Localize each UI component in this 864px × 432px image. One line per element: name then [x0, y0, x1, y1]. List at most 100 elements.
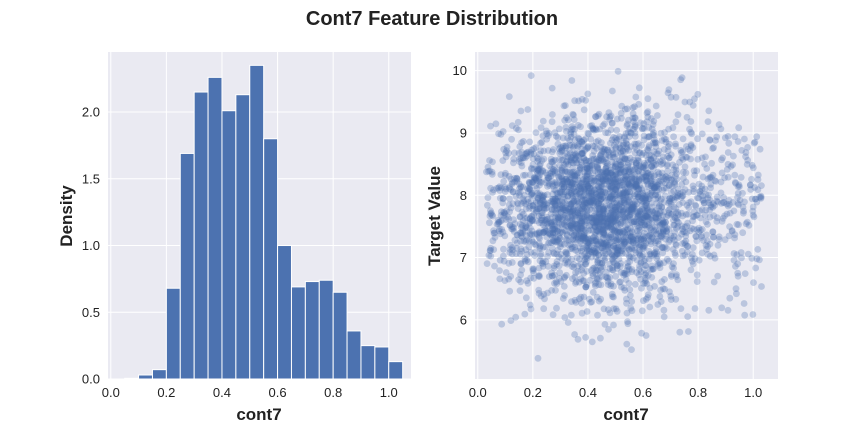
scatter-point: [659, 159, 667, 167]
scatter-point: [516, 155, 523, 163]
scatter-point: [612, 186, 619, 193]
scatter-point: [582, 253, 590, 260]
scatter-point: [538, 138, 546, 146]
scatter-point: [536, 197, 544, 205]
scatter-point: [585, 157, 593, 165]
scatter-point: [487, 209, 495, 217]
scatter-point: [614, 247, 622, 254]
scatter-point: [664, 161, 671, 168]
scatter-point: [583, 205, 590, 212]
scatter-point: [534, 189, 541, 197]
scatter-point: [506, 287, 514, 295]
scatter-point: [600, 148, 608, 156]
scatter-point: [495, 184, 502, 192]
scatter-point: [518, 247, 526, 255]
scatter-point: [536, 257, 544, 265]
scatter-points: [483, 67, 765, 362]
scatter-point: [583, 172, 591, 179]
scatter-point: [591, 247, 599, 255]
scatter-point: [577, 293, 585, 301]
scatter-point: [693, 226, 701, 234]
histogram-x-tick-label: 0.0: [102, 385, 120, 400]
scatter-point: [671, 249, 679, 257]
scatter-point: [568, 212, 576, 220]
scatter-point: [621, 133, 628, 141]
scatter-point: [508, 122, 516, 129]
scatter-point: [496, 194, 504, 202]
scatter-point: [632, 161, 640, 169]
scatter-point: [659, 285, 667, 292]
scatter-point: [628, 174, 636, 182]
scatter-point: [620, 227, 627, 235]
scatter-point: [574, 176, 582, 184]
scatter-point: [510, 159, 517, 167]
scatter-point: [583, 258, 590, 266]
scatter-point: [540, 193, 548, 200]
scatter-point: [537, 292, 545, 300]
scatter-point: [569, 192, 577, 200]
scatter-point: [516, 143, 524, 150]
scatter-point: [563, 271, 570, 279]
scatter-point: [704, 118, 712, 125]
scatter-point: [598, 260, 606, 267]
scatter-point: [688, 257, 696, 265]
scatter-point: [665, 140, 673, 148]
scatter-point: [544, 191, 551, 199]
scatter-point: [606, 153, 614, 161]
scatter-point: [524, 106, 532, 113]
scatter-point: [628, 206, 636, 214]
scatter-point: [675, 234, 682, 242]
scatter-point: [599, 242, 607, 250]
scatter-point: [601, 145, 608, 153]
scatter-point: [661, 221, 669, 229]
scatter-point: [609, 266, 616, 274]
scatter-point: [553, 304, 560, 312]
scatter-point: [554, 246, 562, 254]
scatter-point: [680, 175, 687, 182]
scatter-point: [563, 168, 571, 175]
scatter-point: [551, 219, 559, 227]
scatter-point: [574, 262, 582, 270]
scatter-point: [674, 208, 682, 216]
scatter-point: [594, 170, 602, 178]
scatter-point: [715, 233, 723, 241]
scatter-point: [687, 118, 695, 125]
scatter-point: [610, 177, 618, 185]
scatter-point: [548, 148, 556, 156]
scatter-point: [540, 206, 548, 213]
scatter-point: [547, 219, 555, 227]
scatter-point: [646, 231, 654, 239]
scatter-point: [579, 201, 586, 209]
scatter-point: [654, 112, 661, 119]
scatter-point: [485, 252, 493, 259]
scatter-point: [631, 176, 639, 183]
scatter-point: [501, 188, 509, 196]
scatter-point: [644, 95, 652, 103]
scatter-point: [678, 154, 686, 162]
scatter-point: [554, 134, 562, 142]
scatter-point: [576, 220, 584, 228]
scatter-point: [630, 254, 637, 262]
scatter-point: [679, 199, 687, 207]
scatter-point: [652, 237, 660, 245]
scatter-point: [568, 180, 576, 188]
scatter-point: [643, 206, 651, 214]
scatter-point: [517, 183, 525, 191]
scatter-point: [560, 211, 568, 219]
scatter-point: [521, 255, 529, 263]
scatter-point: [617, 200, 624, 208]
scatter-point: [636, 223, 644, 231]
scatter-point: [642, 262, 650, 269]
scatter-point: [506, 208, 513, 216]
scatter-point: [528, 191, 535, 199]
scatter-point: [714, 241, 722, 249]
scatter-point: [528, 212, 535, 220]
scatter-point: [637, 208, 645, 216]
scatter-point: [612, 180, 620, 188]
scatter-point: [582, 334, 589, 341]
scatter-point: [621, 199, 628, 207]
scatter-point: [601, 321, 609, 328]
scatter-point: [560, 161, 568, 169]
scatter-point: [742, 153, 749, 161]
scatter-point: [551, 218, 558, 226]
